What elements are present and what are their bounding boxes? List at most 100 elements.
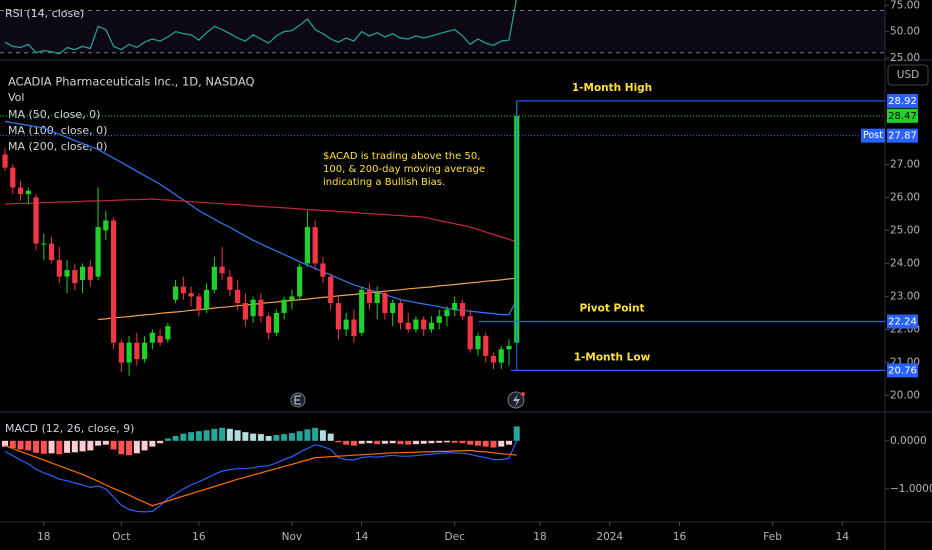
candle-body <box>126 342 132 363</box>
candle-body <box>79 266 86 280</box>
pane-title: MACD (12, 26, close, 9) <box>5 422 134 435</box>
legend-entry: Vol <box>8 91 24 104</box>
y-tick-label: 23.00 <box>890 290 920 302</box>
candle-body <box>266 316 272 333</box>
macd-histogram-bar <box>188 432 195 441</box>
candle-body <box>134 342 140 360</box>
macd-histogram-bar <box>265 436 272 441</box>
macd-histogram-bar <box>195 431 202 441</box>
candle-body <box>467 316 473 350</box>
candle-body <box>180 286 186 294</box>
chart-title: ACADIA Pharmaceuticals Inc., 1D, NASDAQ <box>8 75 255 89</box>
candle-body <box>64 270 70 277</box>
candle-body <box>452 303 458 310</box>
y-tick-label: 25.00 <box>890 52 920 64</box>
price-level-label: 1-Month High <box>572 82 652 94</box>
y-tick-label: 24.00 <box>890 257 920 269</box>
moving-average <box>4 198 517 243</box>
icon-glyph <box>294 395 301 405</box>
macd-histogram-bar <box>405 440 412 445</box>
x-tick-label: 18 <box>533 531 546 543</box>
macd-histogram-bar <box>374 440 381 445</box>
candle-body <box>48 243 55 261</box>
macd-histogram-bar <box>296 431 303 441</box>
candle-body <box>405 322 411 330</box>
candle-body <box>25 190 31 195</box>
candle-body <box>17 187 24 195</box>
macd-histogram-bar <box>9 440 16 449</box>
macd-histogram-bar <box>56 440 63 455</box>
legend-entry: MA (50, close, 0) <box>8 108 100 121</box>
candle-body <box>173 286 179 300</box>
annotation: 100, & 200-day moving average <box>323 164 485 175</box>
macd-histogram-bar <box>343 440 350 445</box>
candle-body <box>211 266 217 290</box>
candle-body <box>421 319 427 330</box>
candle-body <box>149 332 155 343</box>
currency-box <box>887 64 929 86</box>
price-tag-label: 20.76 <box>888 365 917 376</box>
macd-histogram-bar <box>335 440 342 443</box>
price-tag-label: 28.47 <box>888 111 917 122</box>
y-tick-label: 27.00 <box>890 158 920 170</box>
candle-body <box>204 289 210 310</box>
candle-body <box>297 266 303 297</box>
candle-body <box>390 303 396 313</box>
candle-body <box>289 296 295 300</box>
macd-histogram-bar <box>71 440 78 453</box>
macd-histogram-bar <box>118 440 125 455</box>
candle-body <box>444 309 450 317</box>
macd-histogram-bar <box>451 440 458 443</box>
macd-histogram-bar <box>389 440 396 444</box>
candle-body <box>374 293 380 304</box>
x-tick-label: 18 <box>37 531 50 543</box>
macd-histogram-bar <box>381 440 388 444</box>
macd-histogram-bar <box>288 433 295 441</box>
candle-body <box>242 303 248 320</box>
price-level-label: Pivot Point <box>579 303 644 315</box>
y-tick-label: 26.00 <box>890 191 920 203</box>
price-tag <box>887 314 918 329</box>
macd-histogram-bar <box>164 438 171 441</box>
macd-histogram-bar <box>443 440 450 443</box>
macd-histogram-bar <box>327 433 334 441</box>
macd-histogram-bar <box>513 426 520 441</box>
macd-histogram-bar <box>412 440 419 445</box>
x-tick-label: 16 <box>192 531 206 543</box>
candle-body <box>141 342 148 360</box>
y-tick-label: −1.0000 <box>890 483 932 495</box>
macd-histogram-bar <box>505 440 512 445</box>
candle-body <box>312 227 318 264</box>
price-tag <box>887 363 918 378</box>
y-tick-label: 20.00 <box>890 389 920 401</box>
candle-body <box>95 227 101 277</box>
candle-body <box>56 260 62 277</box>
macd-histogram-bar <box>79 440 86 452</box>
price-tag <box>887 108 918 123</box>
candle-body <box>33 197 39 244</box>
price-tag <box>887 128 918 143</box>
candle-body <box>459 303 466 317</box>
candle-body <box>157 336 163 343</box>
macd-histogram-bar <box>257 434 264 441</box>
macd-histogram-bar <box>172 436 179 441</box>
candle-body <box>359 289 365 333</box>
macd-histogram-bar <box>226 428 233 441</box>
moving-average <box>98 277 517 321</box>
candle-body <box>428 322 435 330</box>
macd-line <box>4 445 517 507</box>
macd-histogram-bar <box>87 440 94 451</box>
earnings-icon <box>290 392 306 408</box>
rsi-line <box>4 0 517 55</box>
dividend-icon <box>507 391 525 409</box>
y-tick-label: 0.0000 <box>890 435 927 447</box>
x-tick-label: 14 <box>836 531 850 543</box>
price-level-label: 1-Month Low <box>574 351 651 363</box>
price-tag <box>887 93 918 108</box>
x-tick-label: Nov <box>282 531 303 543</box>
candle-body <box>413 319 419 330</box>
candle-body <box>436 316 442 323</box>
price-tag-label: 22.24 <box>888 317 917 328</box>
